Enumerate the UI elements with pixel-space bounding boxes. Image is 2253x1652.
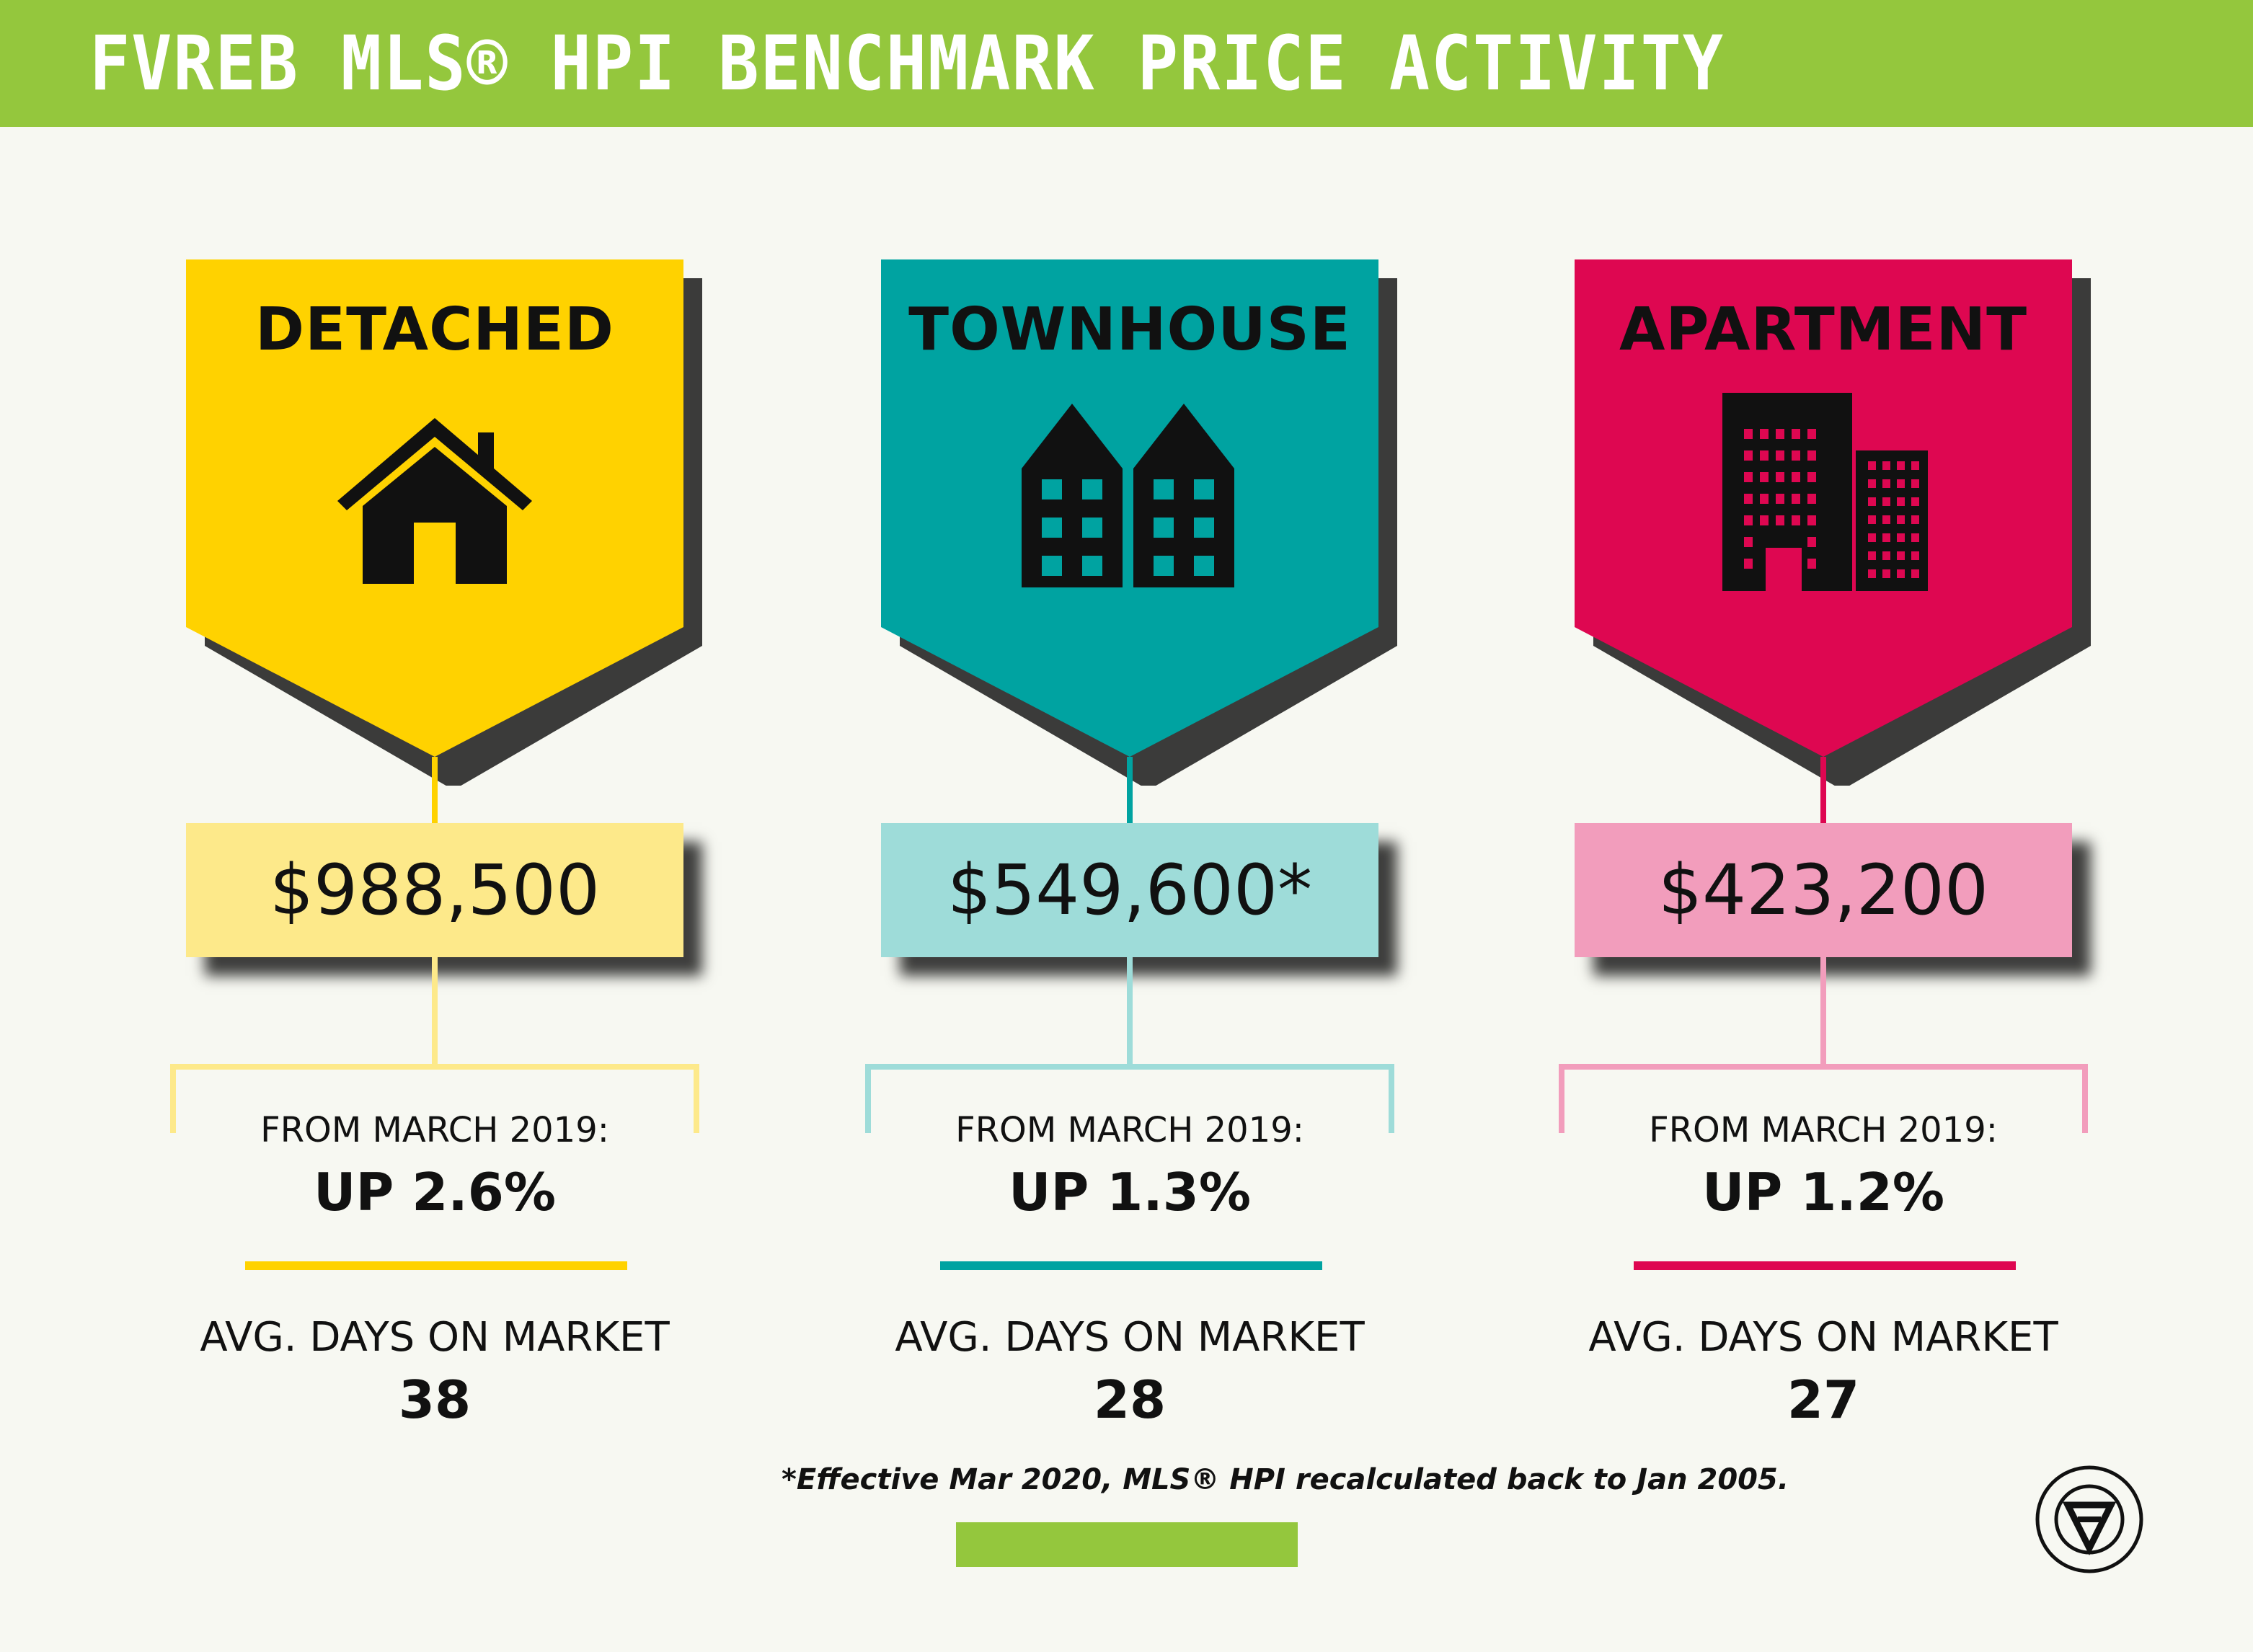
townhouse-dom-value: 28	[1093, 1369, 1167, 1430]
category-detached: DETACHED $988,500 FROM MARCH 2019: UP 2.…	[170, 259, 702, 1470]
detached-bracket	[170, 1064, 699, 1133]
apartment-price-box	[1575, 823, 2072, 957]
detached-title: DETACHED	[255, 296, 614, 364]
fraser-valley-real-estate-board-logo	[2033, 1463, 2146, 1576]
apartment-title: APARTMENT	[1619, 296, 2028, 364]
townhouse-connector-top	[1127, 757, 1133, 823]
detached-from-label: FROM MARCH 2019:	[260, 1110, 609, 1150]
apartment-from-label: FROM MARCH 2019:	[1649, 1110, 1998, 1150]
category-apartment: APARTMENT $42	[1559, 259, 2091, 1470]
footer-accent-bar	[956, 1522, 1298, 1567]
apartment-price: $423,200	[1657, 850, 1989, 931]
townhouse-price: $549,600*	[947, 850, 1313, 931]
townhouse-dom-label: AVG. DAYS ON MARKET	[895, 1314, 1365, 1361]
header-bar: FVREB MLS® HPI BENCHMARK PRICE ACTIVITY	[0, 0, 2253, 127]
page-title: FVREB MLS® HPI BENCHMARK PRICE ACTIVITY	[89, 19, 1725, 107]
townhouse-connector-bottom	[1127, 957, 1133, 1064]
townhouse-price-box	[881, 823, 1378, 957]
detached-underline	[245, 1261, 627, 1270]
townhouse-title: TOWNHOUSE	[908, 296, 1351, 364]
townhouse-bracket	[865, 1064, 1394, 1133]
detached-price: $988,500	[269, 850, 601, 931]
detached-price-box	[186, 823, 683, 957]
detached-change: UP 2.6%	[314, 1162, 556, 1222]
apartment-underline	[1634, 1261, 2016, 1270]
apartment-connector-bottom	[1820, 957, 1826, 1064]
detached-dom-label: AVG. DAYS ON MARKET	[200, 1314, 670, 1361]
apartment-connector-top	[1820, 757, 1826, 823]
apartment-change: UP 1.2%	[1702, 1162, 1944, 1222]
apartment-dom-value: 27	[1787, 1369, 1860, 1430]
detached-connector-bottom	[432, 957, 438, 1064]
category-townhouse: TOWNHOUSE $549,600* FROM MARCH 2019: UP …	[865, 259, 1397, 1470]
apartment-icon	[1715, 389, 1931, 605]
townhouse-icon	[1022, 389, 1238, 605]
detached-dom-value: 38	[398, 1369, 472, 1430]
townhouse-from-label: FROM MARCH 2019:	[955, 1110, 1304, 1150]
detached-connector-top	[432, 757, 438, 823]
apartment-bracket	[1559, 1064, 2088, 1133]
house-icon	[327, 389, 543, 605]
footnote: *Effective Mar 2020, MLS® HPI recalculat…	[781, 1463, 1789, 1496]
apartment-dom-label: AVG. DAYS ON MARKET	[1588, 1314, 2058, 1361]
townhouse-change: UP 1.3%	[1009, 1162, 1251, 1222]
townhouse-underline	[940, 1261, 1322, 1270]
